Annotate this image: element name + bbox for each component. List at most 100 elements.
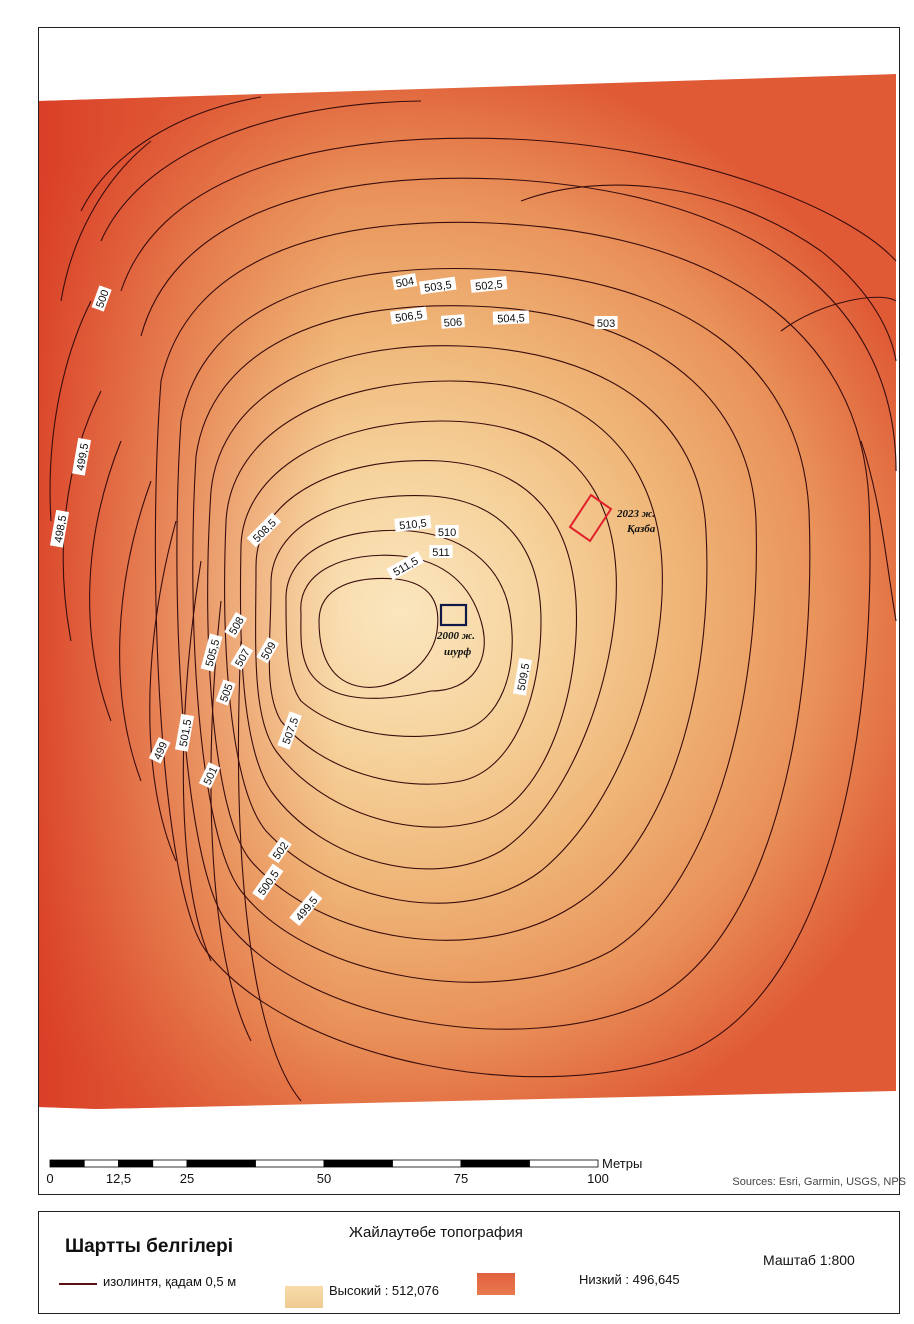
contour-label: 504 bbox=[392, 273, 418, 291]
contour-line bbox=[224, 380, 663, 904]
contour-label-text: 510 bbox=[438, 527, 456, 539]
scale-units-label: Метры bbox=[602, 1156, 643, 1171]
contour-label: 510,5 bbox=[394, 515, 432, 533]
contour-line bbox=[300, 554, 485, 699]
contour-label-halo bbox=[440, 314, 465, 329]
contour-line bbox=[119, 480, 152, 782]
contour-label-text: 509,5 bbox=[516, 662, 533, 691]
contour-label-halo bbox=[71, 437, 92, 476]
contour-line bbox=[120, 137, 897, 292]
contour-label-halo bbox=[91, 285, 112, 312]
contour-label: 510 bbox=[435, 525, 459, 539]
contour-label-text: 503,5 bbox=[424, 279, 453, 295]
contour-label-halo bbox=[200, 633, 223, 672]
high-elevation-label: Высокий : 512,076 bbox=[329, 1283, 439, 1298]
contour-line bbox=[89, 440, 122, 722]
contour-line bbox=[268, 494, 542, 785]
contour-line bbox=[239, 420, 617, 870]
contour-label-text: 499,5 bbox=[75, 442, 92, 471]
contour-label-halo bbox=[252, 863, 284, 901]
contour-label: 499,5 bbox=[71, 437, 92, 476]
contour-line bbox=[285, 529, 513, 737]
contour-label-halo bbox=[419, 276, 457, 295]
contour-label: 502,5 bbox=[470, 276, 508, 294]
low-elevation-label: Низкий : 496,645 bbox=[579, 1272, 680, 1287]
legend-panel: Шартты белгілері Жайлаутөбе топография М… bbox=[38, 1211, 900, 1314]
contour-label-halo bbox=[215, 679, 236, 706]
map-sources: Sources: Esri, Garmin, USGS, NPS bbox=[732, 1176, 906, 1188]
contour-line bbox=[149, 520, 177, 862]
contour-label-text: 506 bbox=[443, 316, 462, 329]
excavation-label-line1: 2023 ж. bbox=[616, 508, 655, 520]
topography-title: Жайлаутөбе топография bbox=[349, 1224, 523, 1241]
contour-line bbox=[210, 600, 252, 1042]
contour-label-halo bbox=[246, 512, 282, 548]
contour-line bbox=[237, 640, 302, 1102]
map-frame[interactable]: 504 503,5 502,5 506,5 506 504,5 503 500 499,5 498… bbox=[38, 27, 900, 1195]
contour-label-halo bbox=[512, 657, 533, 696]
contour-label-halo bbox=[386, 551, 425, 581]
contour-label-text: 511 bbox=[432, 547, 450, 559]
contour-line bbox=[192, 305, 757, 983]
contour-label-halo bbox=[49, 509, 70, 548]
scale-tick-label: 75 bbox=[453, 1171, 469, 1186]
contour-line bbox=[49, 300, 92, 522]
isoline-label: изолинтя, қадам 0,5 м bbox=[103, 1274, 237, 1289]
contour-label-halo bbox=[429, 545, 453, 558]
low-elevation-swatch bbox=[477, 1273, 515, 1295]
contour-label-halo bbox=[289, 890, 323, 927]
contour-lines bbox=[49, 96, 897, 1102]
pit-label-line1: 2000 ж. bbox=[436, 630, 475, 642]
contour-label-halo bbox=[435, 525, 459, 538]
contour-label: 509,5 bbox=[512, 657, 533, 696]
scale-tick-label: 0 bbox=[46, 1171, 54, 1186]
contour-line bbox=[780, 296, 897, 332]
contour-label: 503 bbox=[594, 316, 618, 330]
excavation-2023-outline[interactable] bbox=[568, 493, 613, 543]
contour-label-halo bbox=[392, 273, 418, 290]
contour-line bbox=[520, 184, 897, 362]
isoline-swatch bbox=[59, 1283, 97, 1285]
contour-label: 501,5 bbox=[174, 713, 195, 752]
contour-labels: 504 503,5 502,5 506,5 506 504,5 503 500 499,5 498… bbox=[49, 273, 618, 927]
contour-label-text: 506,5 bbox=[395, 309, 424, 325]
contour-label-halo bbox=[390, 306, 428, 325]
contour-label-text: 498,5 bbox=[53, 514, 70, 543]
scale-tick-label: 50 bbox=[316, 1171, 332, 1186]
pit-label-line2: шурф bbox=[444, 646, 471, 658]
scale-tick-label: 12,5 bbox=[105, 1171, 132, 1186]
contour-label: 500 bbox=[91, 285, 112, 312]
contour-label: 506,5 bbox=[390, 306, 428, 325]
contour-line bbox=[60, 140, 152, 302]
contour-label-halo bbox=[256, 636, 280, 664]
contour-line bbox=[80, 96, 262, 212]
contour-label-halo bbox=[470, 276, 508, 293]
contour-line bbox=[100, 100, 422, 242]
contour-label-halo bbox=[230, 643, 254, 671]
contour-label: 498,5 bbox=[49, 509, 70, 548]
contour-line bbox=[140, 177, 897, 472]
contour-line bbox=[318, 577, 439, 688]
contour-label-text: 500 bbox=[94, 288, 112, 309]
contour-label-halo bbox=[198, 762, 221, 789]
contour-label-text: 505 bbox=[218, 682, 236, 703]
contour-label-halo bbox=[277, 711, 302, 750]
contour-label: 506 bbox=[440, 314, 465, 330]
scale-tick-label: 100 bbox=[587, 1171, 609, 1186]
pit-2000-outline[interactable] bbox=[439, 603, 468, 627]
contour-label-halo bbox=[224, 611, 248, 639]
contour-line bbox=[255, 460, 578, 828]
contour-label-halo bbox=[492, 310, 530, 325]
contour-label-text: 504,5 bbox=[497, 313, 525, 326]
contour-label: 503,5 bbox=[419, 276, 457, 295]
contour-label-halo bbox=[594, 316, 618, 329]
contour-label: 504,5 bbox=[492, 310, 530, 326]
contour-label-text: 502,5 bbox=[475, 279, 504, 294]
high-elevation-swatch bbox=[285, 1286, 323, 1308]
contour-label-halo bbox=[174, 713, 195, 752]
legend-title: Шартты белгілері bbox=[65, 1236, 233, 1257]
contour-label-text: 504 bbox=[395, 275, 415, 290]
contour-label-text: 510,5 bbox=[399, 518, 428, 533]
contour-label-halo bbox=[148, 737, 171, 764]
